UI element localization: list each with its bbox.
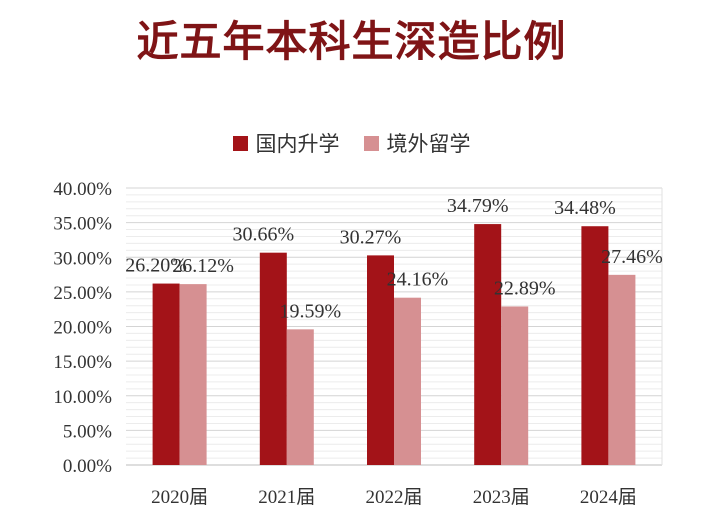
y-tick-label: 40.00%	[53, 179, 112, 200]
bar-overseas	[501, 306, 529, 465]
legend-swatch-overseas	[363, 135, 379, 151]
data-label-overseas: 24.16%	[387, 269, 449, 291]
x-tick-label: 2024届	[580, 487, 637, 508]
legend-label-overseas: 境外留学	[386, 132, 471, 156]
bar-overseas	[179, 284, 207, 465]
y-tick-label: 5.00%	[63, 421, 112, 442]
bar-domestic	[152, 283, 180, 465]
y-tick-label: 0.00%	[63, 456, 112, 477]
legend: 国内升学 境外留学	[0, 128, 703, 158]
chart-title: 近五年本科生深造比例	[136, 17, 567, 66]
x-tick-label: 2021届	[258, 487, 315, 508]
bar-overseas	[394, 297, 421, 465]
bar-domestic	[581, 226, 609, 465]
bar-overseas	[286, 329, 314, 465]
y-tick-label: 10.00%	[53, 387, 112, 408]
y-tick-label: 20.00%	[53, 318, 112, 339]
data-label-domestic: 30.27%	[340, 226, 402, 248]
data-label-domestic: 34.79%	[447, 195, 509, 217]
bar-overseas	[608, 274, 636, 465]
data-label-overseas: 26.12%	[172, 255, 234, 277]
data-label-overseas: 27.46%	[601, 246, 663, 268]
y-tick-label: 25.00%	[53, 283, 112, 304]
bar-domestic	[474, 224, 502, 465]
y-tick-label: 15.00%	[53, 352, 112, 373]
bar-domestic	[367, 255, 394, 465]
data-label-overseas: 19.59%	[279, 300, 341, 322]
data-label-domestic: 30.66%	[232, 224, 294, 246]
legend-item-domestic: 国内升学	[232, 128, 340, 158]
legend-swatch-domestic	[232, 135, 248, 151]
data-label-domestic: 26.20%	[125, 255, 187, 277]
x-tick-label: 2023届	[473, 487, 530, 508]
data-label-domestic: 34.48%	[554, 197, 616, 219]
legend-label-domestic: 国内升学	[255, 132, 340, 156]
x-tick-label: 2022届	[365, 487, 422, 508]
data-label-overseas: 22.89%	[494, 277, 556, 299]
bar-domestic	[259, 252, 287, 465]
x-tick-label: 2020届	[151, 487, 208, 508]
y-tick-label: 35.00%	[53, 214, 112, 235]
y-tick-label: 30.00%	[53, 248, 112, 269]
legend-item-overseas: 境外留学	[363, 128, 471, 158]
